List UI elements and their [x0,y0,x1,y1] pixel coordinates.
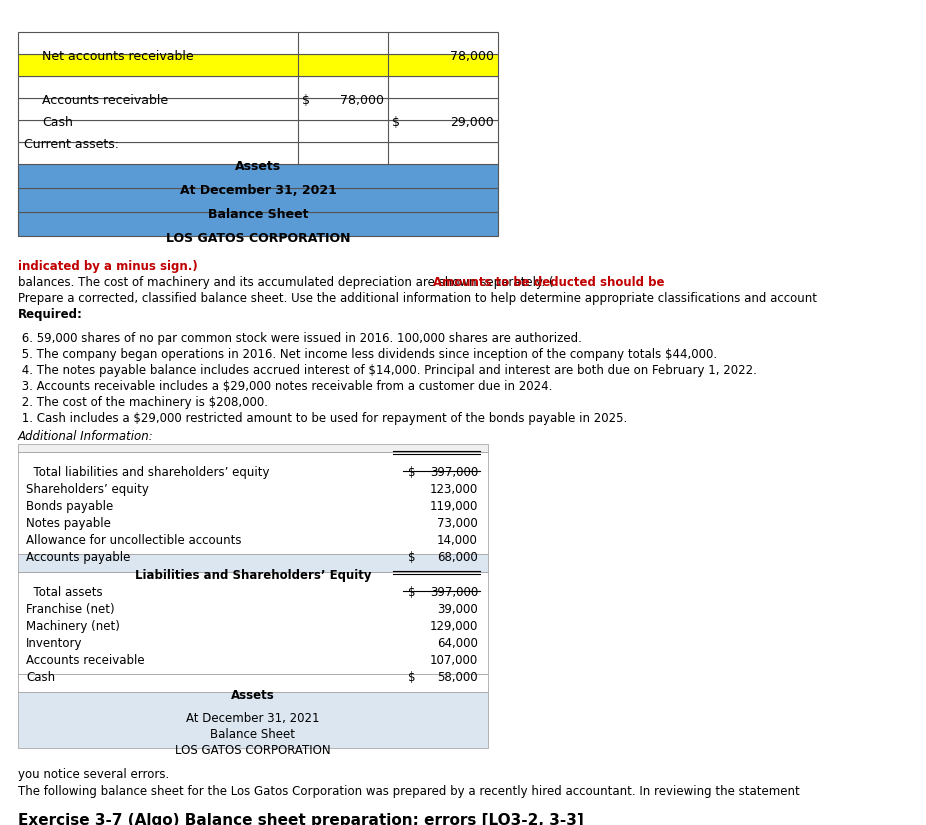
Text: Franchise (net): Franchise (net) [26,603,115,616]
Text: 2. The cost of the machinery is $208,000.: 2. The cost of the machinery is $208,000… [18,396,268,409]
Bar [18,692,488,748]
Text: 5. The company began operations in 2016. Net income less dividends since incepti: 5. The company began operations in 2016.… [18,348,717,361]
Text: Shareholders’ equity: Shareholders’ equity [26,483,149,496]
Text: Balance Sheet: Balance Sheet [210,728,295,741]
Bar [18,142,498,164]
Text: $: $ [408,466,416,479]
Text: $: $ [408,671,416,684]
Text: 39,000: 39,000 [437,603,478,616]
Text: balances. The cost of machinery and its accumulated depreciation are shown separ: balances. The cost of machinery and its … [18,276,554,289]
Text: LOS GATOS CORPORATION: LOS GATOS CORPORATION [166,232,350,245]
Text: $: $ [392,116,400,129]
Text: Bonds payable: Bonds payable [26,500,113,513]
Text: 119,000: 119,000 [430,500,478,513]
Text: 78,000: 78,000 [450,50,494,63]
Bar [18,54,498,76]
Bar [18,554,488,572]
Text: 1. Cash includes a $29,000 restricted amount to be used for repayment of the bon: 1. Cash includes a $29,000 restricted am… [18,412,627,425]
Text: Additional Information:: Additional Information: [18,430,154,443]
Text: Allowance for uncollectible accounts: Allowance for uncollectible accounts [26,534,242,547]
Text: Assets: Assets [232,689,275,702]
Text: Required:: Required: [18,308,82,321]
Text: Balance Sheet: Balance Sheet [207,208,308,221]
Bar [18,164,498,188]
Text: indicated by a minus sign.): indicated by a minus sign.) [18,260,198,273]
Bar [18,76,498,98]
Bar [18,212,498,236]
Text: Liabilities and Shareholders’ Equity: Liabilities and Shareholders’ Equity [135,569,371,582]
Text: Accounts receivable: Accounts receivable [42,94,169,107]
Text: you notice several errors.: you notice several errors. [18,768,169,781]
Text: 107,000: 107,000 [430,654,478,667]
Text: The following balance sheet for the Los Gatos Corporation was prepared by a rece: The following balance sheet for the Los … [18,785,800,798]
Bar [18,674,488,692]
Text: 78,000: 78,000 [340,94,384,107]
Text: 4. The notes payable balance includes accrued interest of $14,000. Principal and: 4. The notes payable balance includes ac… [18,364,757,377]
Text: 3. Accounts receivable includes a $29,000 notes receivable from a customer due i: 3. Accounts receivable includes a $29,00… [18,380,553,393]
Text: $: $ [408,551,416,564]
Text: At December 31, 2021: At December 31, 2021 [180,184,336,197]
Bar [18,98,498,120]
Text: Inventory: Inventory [26,637,82,650]
Text: Total assets: Total assets [26,586,103,599]
Text: 6. 59,000 shares of no par common stock were issued in 2016. 100,000 shares are : 6. 59,000 shares of no par common stock … [18,332,582,345]
Text: 58,000: 58,000 [437,671,478,684]
Bar [18,444,488,452]
Text: Assets: Assets [235,160,282,173]
Text: Exercise 3-7 (Algo) Balance sheet preparation; errors [LO3-2, 3-3]: Exercise 3-7 (Algo) Balance sheet prepar… [18,813,583,825]
Bar [18,120,498,142]
Text: Machinery (net): Machinery (net) [26,620,119,633]
Bar [18,452,488,554]
Text: Cash: Cash [42,116,73,129]
Text: 29,000: 29,000 [450,116,494,129]
Text: 123,000: 123,000 [430,483,478,496]
Text: LOS GATOS CORPORATION: LOS GATOS CORPORATION [175,744,331,757]
Text: Total liabilities and shareholders’ equity: Total liabilities and shareholders’ equi… [26,466,269,479]
Text: 397,000: 397,000 [430,466,478,479]
Text: Cash: Cash [26,671,56,684]
Text: 14,000: 14,000 [437,534,478,547]
Text: Net accounts receivable: Net accounts receivable [42,50,194,63]
Text: Accounts payable: Accounts payable [26,551,131,564]
Text: 68,000: 68,000 [437,551,478,564]
Text: At December 31, 2021: At December 31, 2021 [186,712,319,725]
Text: 397,000: 397,000 [430,586,478,599]
Text: Amounts to be deducted should be: Amounts to be deducted should be [433,276,665,289]
Text: 64,000: 64,000 [437,637,478,650]
Bar [18,188,498,212]
Text: $: $ [408,586,416,599]
Bar [18,32,498,54]
Text: Accounts receivable: Accounts receivable [26,654,144,667]
Text: Prepare a corrected, classified balance sheet. Use the additional information to: Prepare a corrected, classified balance … [18,292,817,305]
Text: $: $ [302,94,310,107]
Text: 129,000: 129,000 [430,620,478,633]
Text: 73,000: 73,000 [437,517,478,530]
Text: Current assets:: Current assets: [24,138,119,151]
Text: Notes payable: Notes payable [26,517,111,530]
Bar [18,572,488,674]
